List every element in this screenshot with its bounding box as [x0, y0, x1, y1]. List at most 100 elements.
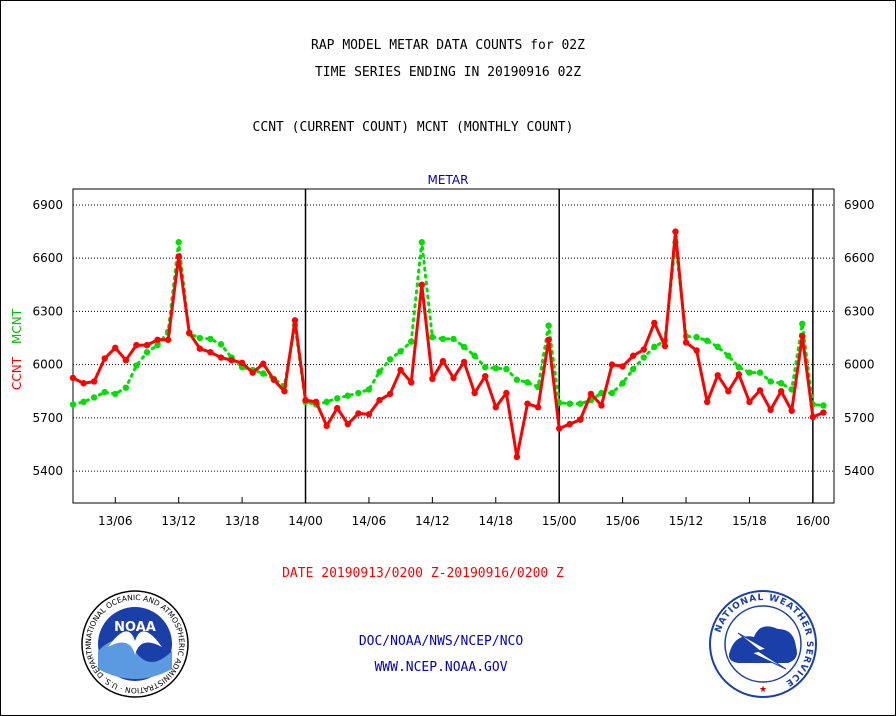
point-ccnt [334, 404, 341, 412]
point-mcnt [629, 365, 637, 373]
point-ccnt [651, 319, 658, 327]
series-layer [69, 228, 827, 461]
point-mcnt [80, 398, 87, 406]
point-mcnt [122, 384, 130, 391]
point-ccnt [408, 379, 415, 386]
point-mcnt [746, 369, 753, 376]
point-mcnt [460, 343, 468, 351]
ytick-label-right: 5400 [844, 464, 875, 478]
ytick-label-left: 5700 [32, 411, 63, 425]
point-mcnt [365, 386, 373, 393]
point-ccnt [714, 372, 721, 379]
legend-description: CCNT (CURRENT COUNT) MCNT (MONTHLY COUNT… [252, 120, 574, 135]
point-ccnt [661, 342, 669, 350]
xtick-label: 14/00 [288, 514, 323, 528]
point-ccnt [323, 422, 330, 430]
point-mcnt [196, 334, 204, 342]
point-ccnt [365, 411, 373, 418]
point-mcnt [471, 352, 478, 359]
point-ccnt [228, 356, 235, 364]
nws-logo[interactable]: NATIONAL WEATHER SERVICE ★ [708, 589, 818, 699]
point-ccnt [482, 372, 489, 380]
point-mcnt [608, 389, 616, 397]
point-mcnt [725, 352, 732, 359]
point-ccnt [429, 375, 436, 383]
point-mcnt [756, 369, 764, 376]
ytick-label-right: 6600 [844, 251, 875, 265]
point-ccnt [471, 389, 478, 397]
point-ccnt [503, 389, 510, 397]
point-ccnt [122, 356, 130, 364]
point-ccnt [820, 409, 827, 416]
xtick-label: 13/06 [98, 514, 133, 528]
point-ccnt [767, 406, 774, 414]
point-ccnt [90, 378, 98, 385]
xtick-label: 15/12 [669, 514, 704, 528]
plot-frame [72, 188, 835, 504]
point-mcnt [69, 401, 77, 408]
ytick-label-left: 6000 [32, 358, 63, 372]
org-link[interactable]: DOC/NOAA/NWS/NCEP/NCO [358, 634, 524, 649]
ytick-label-left: 6300 [32, 304, 63, 318]
point-mcnt [640, 354, 647, 361]
series-line-ccnt [71, 230, 825, 459]
point-ccnt [608, 361, 616, 368]
point-ccnt [217, 354, 225, 361]
point-mcnt [408, 338, 415, 345]
point-mcnt [175, 239, 182, 246]
point-ccnt [260, 360, 267, 367]
website-link[interactable]: WWW.NCEP.NOAA.GOV [374, 660, 508, 675]
point-mcnt [207, 335, 214, 343]
ytick-label-right: 5700 [844, 411, 875, 425]
point-mcnt [418, 239, 425, 246]
point-ccnt [577, 416, 584, 423]
point-ccnt [640, 346, 647, 353]
point-ccnt [397, 366, 404, 374]
point-ccnt [799, 333, 806, 340]
point-ccnt [207, 349, 214, 356]
point-ccnt [238, 359, 246, 367]
grid-layer [73, 204, 834, 472]
xtick-label: 13/12 [161, 514, 196, 528]
point-mcnt [619, 380, 626, 387]
point-ccnt [80, 380, 87, 387]
point-mcnt [334, 395, 341, 402]
point-mcnt [524, 379, 531, 386]
point-ccnt [133, 341, 140, 349]
point-ccnt [196, 345, 204, 352]
point-mcnt [101, 388, 108, 396]
point-mcnt [820, 402, 827, 409]
xtick-label: 14/12 [415, 514, 450, 528]
point-mcnt [439, 335, 447, 343]
point-ccnt [513, 453, 521, 461]
point-mcnt [777, 380, 785, 387]
point-mcnt [154, 341, 161, 349]
point-ccnt [249, 369, 256, 376]
point-ccnt [355, 410, 362, 417]
point-mcnt [323, 398, 330, 406]
point-ccnt [545, 336, 552, 343]
point-mcnt [429, 333, 436, 341]
point-mcnt [112, 390, 119, 398]
point-ccnt [619, 363, 626, 370]
axes-layer [72, 188, 835, 504]
noaa-logo[interactable]: NOAA NATIONAL OCEANIC AND ATMOSPHERIC AD… [80, 589, 190, 699]
point-mcnt [767, 378, 774, 385]
point-ccnt [587, 390, 595, 398]
xtick-label: 15/18 [732, 514, 767, 528]
ytick-label-left: 5400 [32, 464, 63, 478]
noaa-logo-text: NOAA [114, 620, 156, 635]
point-ccnt [756, 387, 764, 394]
point-ccnt [788, 407, 795, 414]
point-ccnt [693, 347, 700, 354]
point-mcnt [260, 370, 267, 377]
point-mcnt [577, 400, 584, 407]
date-range: DATE 20190913/0200 Z-20190916/0200 Z [282, 566, 564, 581]
labels-layer: METAR CCNT MCNT 5400 5400 5700 5700 6000 6000… [10, 173, 875, 528]
series-line-mcnt [71, 240, 825, 407]
point-mcnt [513, 376, 521, 383]
page-title: RAP MODEL METAR DATA COUNTS for 02Z [311, 38, 585, 53]
point-mcnt [492, 364, 499, 372]
point-mcnt [545, 322, 552, 329]
